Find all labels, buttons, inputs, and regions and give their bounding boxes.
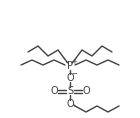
Text: S: S	[67, 86, 73, 96]
Text: O: O	[66, 99, 74, 109]
Text: O: O	[66, 73, 74, 83]
Text: O: O	[82, 86, 90, 96]
Text: O: O	[50, 86, 58, 96]
Text: +: +	[72, 59, 77, 65]
Text: P: P	[67, 61, 73, 71]
Text: −: −	[72, 72, 77, 78]
